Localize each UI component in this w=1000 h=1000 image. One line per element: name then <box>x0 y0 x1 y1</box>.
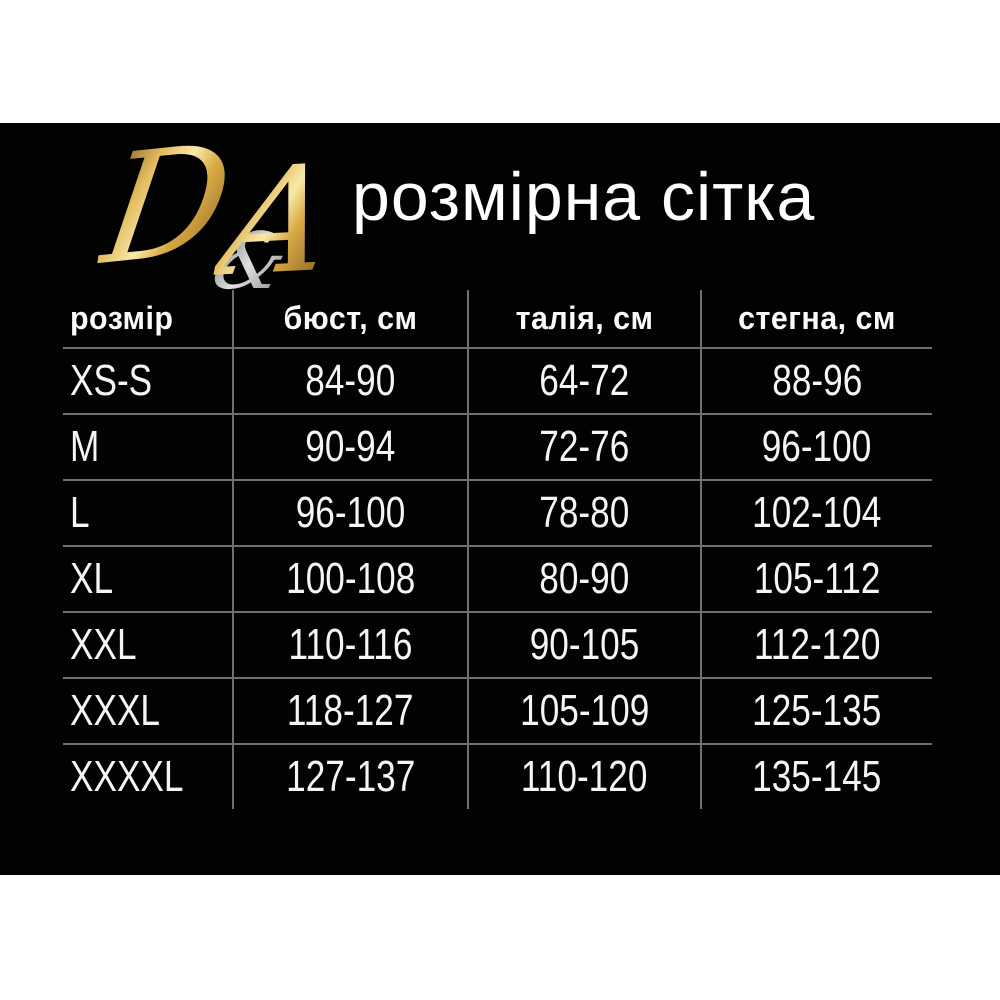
cell-waist: 105-109 <box>467 679 700 743</box>
cell-waist: 80-90 <box>467 547 700 611</box>
cell-size: M <box>63 415 232 479</box>
size-table: розмір бюст, см талія, см стегна, см XS-… <box>63 290 932 809</box>
cell-hips: 105-112 <box>700 547 932 611</box>
table-row-xxl: XXL 110-116 90-105 112-120 <box>63 611 932 677</box>
header-label-bust: бюст, см <box>283 300 418 336</box>
hips-value: 105-112 <box>753 554 881 603</box>
cell-hips: 102-104 <box>700 481 932 545</box>
size-value: XXXXL <box>70 752 184 801</box>
size-value: XL <box>70 554 114 603</box>
cell-size: XXL <box>63 613 232 677</box>
cell-bust: 127-137 <box>232 745 467 809</box>
waist-value: 64-72 <box>539 356 630 405</box>
header-cell-hips: стегна, см <box>700 290 932 347</box>
hips-value: 96-100 <box>762 422 872 471</box>
page-title: розмірна сітка <box>352 159 816 235</box>
cell-bust: 90-94 <box>232 415 467 479</box>
hips-value: 135-145 <box>752 752 882 801</box>
cell-size: L <box>63 481 232 545</box>
header-label-waist: талія, см <box>515 300 654 336</box>
size-chart-panel: D & A розмірна сітка розмір бюст, см тал… <box>0 110 1000 875</box>
cell-waist: 72-76 <box>467 415 700 479</box>
hips-value: 112-120 <box>753 620 881 669</box>
hips-value: 88-96 <box>771 356 863 405</box>
header-cell-waist: талія, см <box>467 290 700 347</box>
cell-hips: 96-100 <box>700 415 932 479</box>
cell-bust: 84-90 <box>232 349 467 413</box>
cell-waist: 64-72 <box>467 349 700 413</box>
cell-size: XL <box>63 547 232 611</box>
bust-value: 90-94 <box>305 422 396 471</box>
bust-value: 84-90 <box>305 356 396 405</box>
size-value: L <box>70 488 90 537</box>
table-row-xl: XL 100-108 80-90 105-112 <box>63 545 932 611</box>
hips-value: 102-104 <box>752 488 882 537</box>
cell-waist: 78-80 <box>467 481 700 545</box>
cell-hips: 88-96 <box>700 349 932 413</box>
table-row-xs-s: XS-S 84-90 64-72 88-96 <box>63 347 932 413</box>
header-cell-size: розмір <box>63 290 232 347</box>
cell-size: XXXXL <box>63 745 232 809</box>
cell-waist: 90-105 <box>467 613 700 677</box>
table-header-row: розмір бюст, см талія, см стегна, см <box>63 290 932 347</box>
cell-hips: 125-135 <box>700 679 932 743</box>
table-row-m: M 90-94 72-76 96-100 <box>63 413 932 479</box>
waist-value: 105-109 <box>519 686 650 735</box>
cell-hips: 112-120 <box>700 613 932 677</box>
cell-waist: 110-120 <box>467 745 700 809</box>
cell-bust: 118-127 <box>232 679 467 743</box>
bust-value: 118-127 <box>287 686 414 735</box>
cell-bust: 96-100 <box>232 481 467 545</box>
header-label-size: розмір <box>70 300 174 336</box>
waist-value: 110-120 <box>521 752 648 801</box>
waist-value: 80-90 <box>539 554 630 603</box>
hips-value: 125-135 <box>752 686 882 735</box>
waist-value: 72-76 <box>539 422 630 471</box>
table-row-xxxl: XXXL 118-127 105-109 125-135 <box>63 677 932 743</box>
bust-value: 127-137 <box>285 752 416 801</box>
cell-bust: 110-116 <box>232 613 467 677</box>
table-row-l: L 96-100 78-80 102-104 <box>63 479 932 545</box>
waist-value: 78-80 <box>539 488 630 537</box>
waist-value: 90-105 <box>529 620 640 669</box>
cell-bust: 100-108 <box>232 547 467 611</box>
cell-size: XS-S <box>63 349 232 413</box>
bust-value: 96-100 <box>295 488 406 537</box>
header-cell-bust: бюст, см <box>232 290 467 347</box>
size-value: XXL <box>70 620 137 669</box>
bust-value: 110-116 <box>288 620 413 669</box>
cell-size: XXXL <box>63 679 232 743</box>
header-label-hips: стегна, см <box>738 300 896 336</box>
bust-value: 100-108 <box>285 554 416 603</box>
size-value: M <box>70 422 100 471</box>
size-value: XS-S <box>70 356 153 405</box>
size-value: XXXL <box>70 686 161 735</box>
cell-hips: 135-145 <box>700 745 932 809</box>
table-row-xxxxl: XXXXL 127-137 110-120 135-145 <box>63 743 932 809</box>
